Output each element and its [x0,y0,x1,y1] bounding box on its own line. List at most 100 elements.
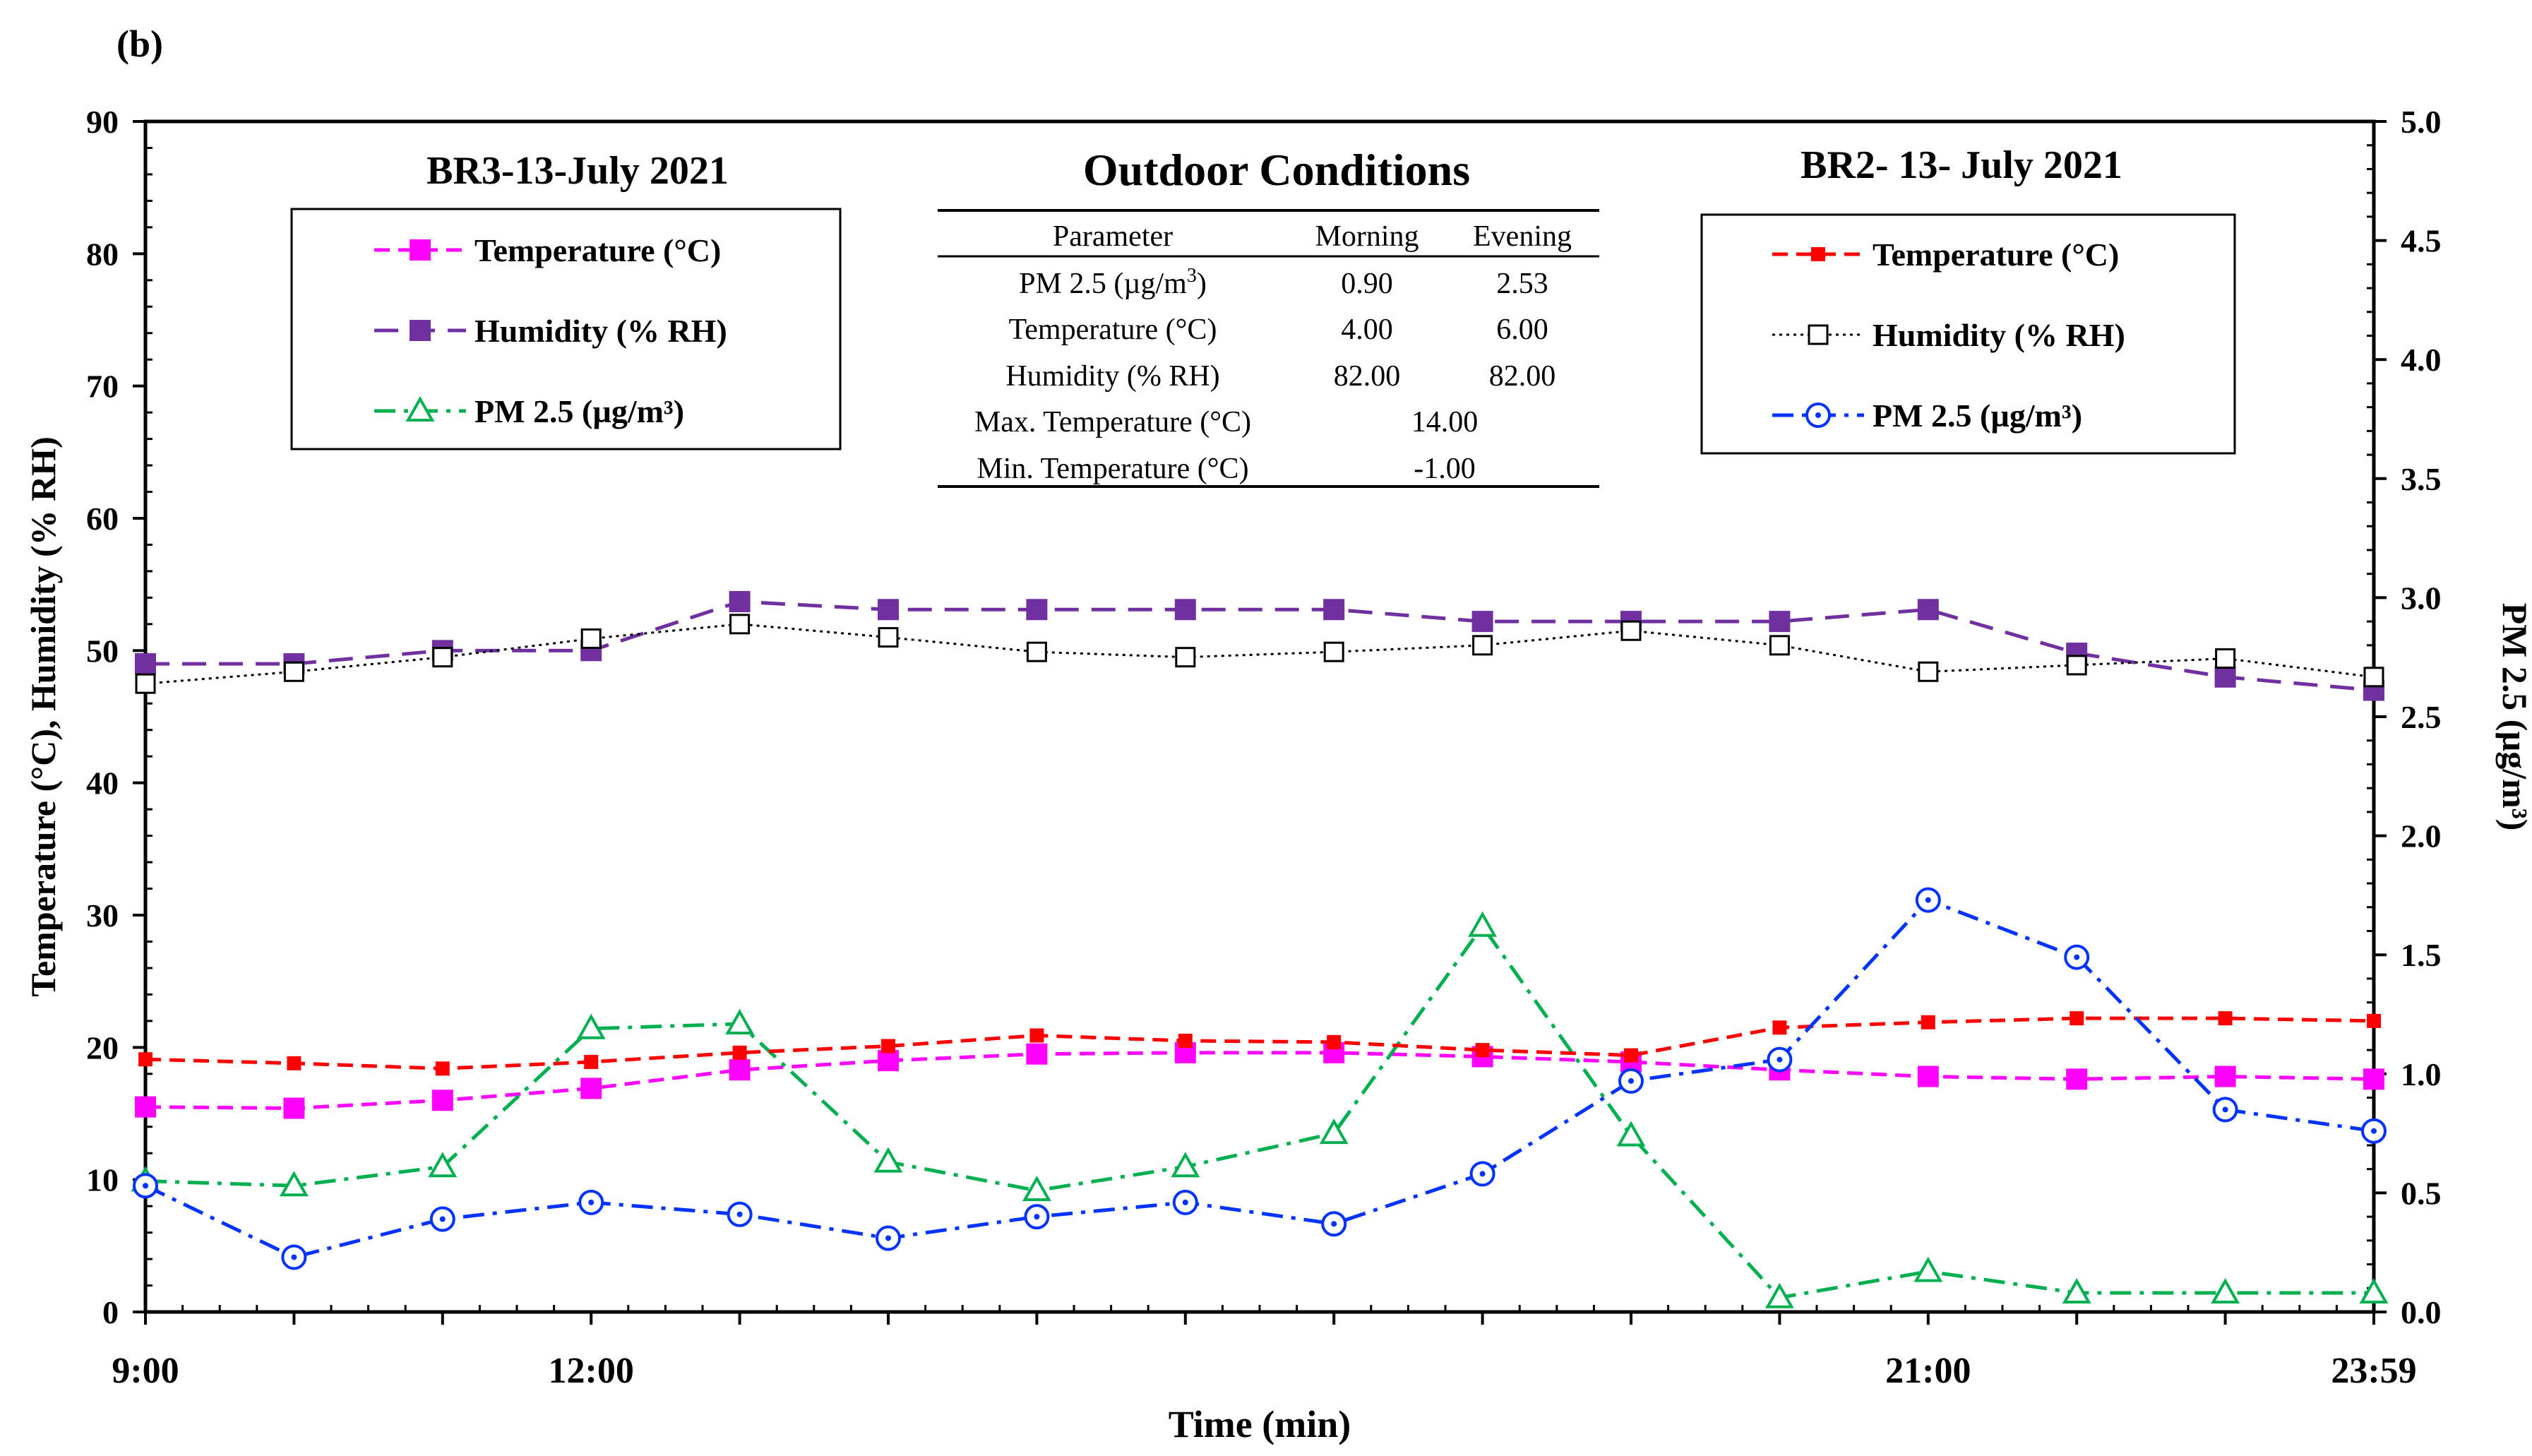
y-tick-label-left: 0 [102,1294,119,1330]
data-point [1772,1020,1787,1035]
data-point [135,1096,156,1118]
data-point [2363,1068,2384,1090]
data-point [727,1201,753,1227]
legend-entry: Temperature (°C) [1772,237,2119,273]
legend-right: Temperature (°C) Humidity (% RH) PM 2.5 (µ… [1772,237,2125,434]
data-point [1024,1204,1050,1230]
data-point [1469,1161,1495,1187]
table-row-label: Max. Temperature (°C) [974,406,1251,438]
y-tick-label-right: 5.0 [2401,104,2442,140]
data-point [135,653,156,675]
data-point [576,1013,606,1039]
table-cell-span: 14.00 [1411,406,1479,438]
legend-label: Humidity (% RH) [1873,317,2125,353]
data-point [1917,1066,1939,1087]
series-br3_pm [131,911,2389,1308]
legend-left-title: BR3-13-July 2021 [426,149,729,193]
data-point [1174,599,1196,621]
series-br2_pm [133,887,2387,1270]
y-tick-label-right: 4.0 [2401,342,2442,378]
x-axis-label: Time (min) [1169,1403,1351,1445]
table-header-morning: Morning [1315,220,1419,253]
data-point [729,1059,751,1081]
data-point [287,1056,301,1070]
data-point [729,614,751,635]
legend-label: PM 2.5 (µg/m³) [474,393,684,429]
data-point [2367,1013,2381,1028]
data-point [2214,1066,2236,1087]
table-header-evening: Evening [1473,220,1572,253]
data-point [2218,1011,2233,1026]
legend-label: Temperature (°C) [1873,237,2119,273]
data-point [1175,647,1196,668]
legend-right-title: BR2- 13- July 2021 [1801,143,2122,187]
table-cell-evening: 2.53 [1496,268,1548,300]
legend-left: Temperature (°C) Humidity (% RH) PM 2.5 (µ… [374,232,727,429]
data-point [1472,635,1493,656]
y-tick-label-right: 3.5 [2401,461,2442,497]
data-point [1026,1043,1048,1065]
y-tick-label-left: 70 [86,369,119,405]
data-point [138,1052,153,1067]
series-line [145,923,2374,1300]
data-point [2212,1097,2238,1123]
y-tick-label-left: 10 [86,1162,119,1198]
data-point [2361,1118,2387,1144]
data-point [1029,1028,1044,1043]
data-point [428,1152,458,1178]
data-point [1620,620,1642,641]
data-point [1624,1048,1638,1063]
data-point [1323,641,1344,662]
legend-entry: Humidity (% RH) [374,313,727,349]
data-point [881,1039,895,1054]
data-point [2359,1277,2389,1304]
data-point [1468,911,1498,937]
table-cell-morning: 0.90 [1341,268,1393,300]
series-layer [131,591,2389,1308]
y-tick-label-left: 50 [86,633,119,669]
y-tick-label-left: 20 [86,1030,119,1066]
data-point [435,1061,450,1076]
data-point [1917,599,1939,621]
data-point [2215,648,2236,669]
y-tick-label-left: 40 [86,765,119,801]
data-point [878,599,899,621]
data-point [2062,1277,2091,1304]
table-row-label: Humidity (% RH) [1005,360,1219,393]
data-point [873,1147,903,1173]
outdoor-conditions-table: Outdoor Conditions Parameter Morning Eve… [938,145,1599,488]
legend-label: Humidity (% RH) [474,313,727,349]
table-header-parameter: Parameter [1053,220,1173,253]
data-point [878,627,899,648]
series-line [145,1051,2375,1111]
data-point [2363,667,2384,688]
data-point [283,1097,305,1119]
series-line [145,1016,2375,1070]
series-line [145,623,2375,685]
axes: 0 10 20 30 40 50 60 70 80 90 0.0 0.5 1.0 1.5 2.0 2.5 3.0… [86,104,2442,1391]
data-point [1616,1121,1646,1147]
superscript: 3 [1187,265,1197,287]
y-axis-label-right: PM 2.5 (µg/m³) [2495,603,2532,831]
data-point [1171,1152,1200,1178]
data-point [2064,944,2090,970]
table-cell-morning: 4.00 [1341,314,1393,346]
x-tick-label: 12:00 [549,1351,634,1391]
data-point [732,1045,747,1060]
y-tick-label-left: 80 [86,236,119,272]
data-point [2211,1277,2240,1304]
y-tick-label-right: 2.5 [2401,699,2442,735]
series-br3_temp [135,1042,2384,1119]
data-point [410,239,431,261]
data-point [1915,887,1941,913]
legend-label: PM 2.5 (µg/m³) [1873,398,2082,434]
data-point [431,1090,453,1111]
data-point [729,591,751,613]
data-point [1769,635,1790,656]
data-point [1921,1015,1935,1030]
data-point [432,647,453,668]
y-tick-label-left: 30 [86,897,119,933]
data-point [135,673,156,694]
y-tick-label-right: 2.0 [2401,818,2442,854]
